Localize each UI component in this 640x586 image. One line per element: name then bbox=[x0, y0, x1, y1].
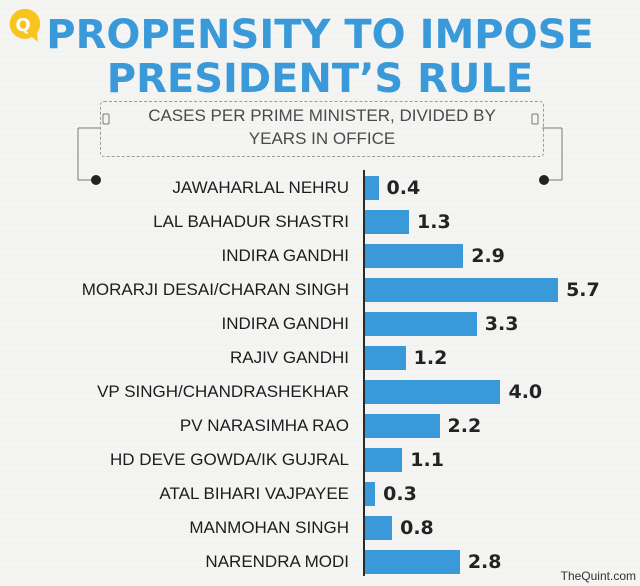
bar bbox=[365, 176, 379, 200]
category-label: INDIRA GANDHI bbox=[221, 314, 349, 333]
pin-right-icon bbox=[539, 175, 549, 185]
value-label: 0.8 bbox=[400, 517, 434, 539]
source-credit: TheQuint.com bbox=[560, 569, 636, 583]
chart-subtitle-line-2: YEARS IN OFFICE bbox=[248, 129, 396, 148]
value-label: 2.2 bbox=[447, 415, 482, 437]
chart-title-line-2: PRESIDENT’S RULE bbox=[106, 56, 534, 102]
bar bbox=[365, 448, 403, 472]
category-label: ATAL BIHARI VAJPAYEE bbox=[159, 484, 349, 503]
value-label: 1.2 bbox=[413, 347, 448, 369]
bar bbox=[365, 380, 501, 404]
bar bbox=[365, 346, 406, 370]
category-label: NARENDRA MODI bbox=[205, 552, 349, 571]
value-label: 5.7 bbox=[566, 279, 600, 301]
value-label: 2.9 bbox=[471, 245, 505, 267]
value-label: 1.1 bbox=[410, 449, 444, 471]
value-label: 3.3 bbox=[484, 313, 519, 335]
bar bbox=[365, 550, 460, 574]
category-label: VP SINGH/CHANDRASHEKHAR bbox=[97, 382, 349, 401]
bar bbox=[365, 516, 393, 540]
value-label: 2.8 bbox=[467, 551, 502, 573]
category-label: MANMOHAN SINGH bbox=[189, 518, 349, 537]
category-label: HD DEVE GOWDA/IK GUJRAL bbox=[110, 450, 349, 469]
logo-shape bbox=[9, 8, 41, 42]
category-label: LAL BAHADUR SHASTRI bbox=[153, 212, 349, 231]
bar bbox=[365, 278, 559, 302]
logo-glyph: Q bbox=[15, 15, 30, 36]
axis-divider bbox=[363, 170, 365, 576]
category-label: MORARJI DESAI/CHARAN SINGH bbox=[81, 280, 349, 299]
category-label: RAJIV GANDHI bbox=[229, 348, 349, 367]
value-label: 1.3 bbox=[417, 211, 451, 233]
value-label: 4.0 bbox=[508, 381, 543, 403]
chart-subtitle-line-1: CASES PER PRIME MINISTER, DIVIDED BY bbox=[148, 106, 496, 125]
category-label: JAWAHARLAL NEHRU bbox=[172, 178, 349, 197]
bar bbox=[365, 414, 440, 438]
bar bbox=[365, 244, 464, 268]
chart-subtitle: CASES PER PRIME MINISTER, DIVIDED BY YEA… bbox=[100, 104, 544, 150]
value-label: 0.3 bbox=[383, 483, 417, 505]
pin-left-icon bbox=[91, 175, 101, 185]
subtitle-frame bbox=[100, 101, 544, 157]
category-label: INDIRA GANDHI bbox=[221, 246, 349, 265]
chart-title-line-1: PROPENSITY TO IMPOSE bbox=[46, 12, 594, 58]
quint-logo: Q bbox=[9, 8, 41, 42]
bar bbox=[365, 312, 477, 336]
bar bbox=[365, 482, 376, 506]
bar bbox=[365, 210, 410, 234]
category-label: PV NARASIMHA RAO bbox=[179, 416, 349, 435]
value-label: 0.4 bbox=[386, 177, 421, 199]
